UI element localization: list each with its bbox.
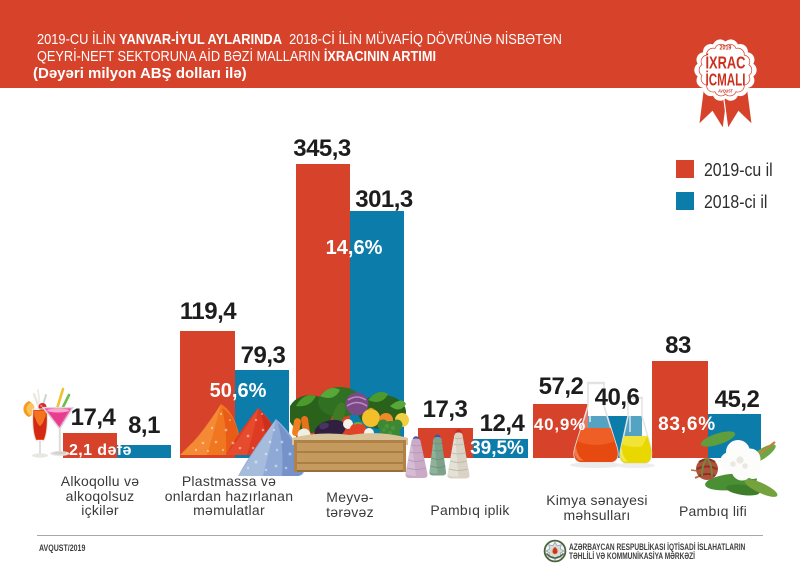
svg-text:AVQUST: AVQUST	[718, 88, 733, 94]
svg-text:İXRAC: İXRAC	[705, 54, 745, 74]
svg-text:İCMALI: İCMALI	[705, 70, 745, 90]
svg-text:2019: 2019	[720, 45, 732, 51]
